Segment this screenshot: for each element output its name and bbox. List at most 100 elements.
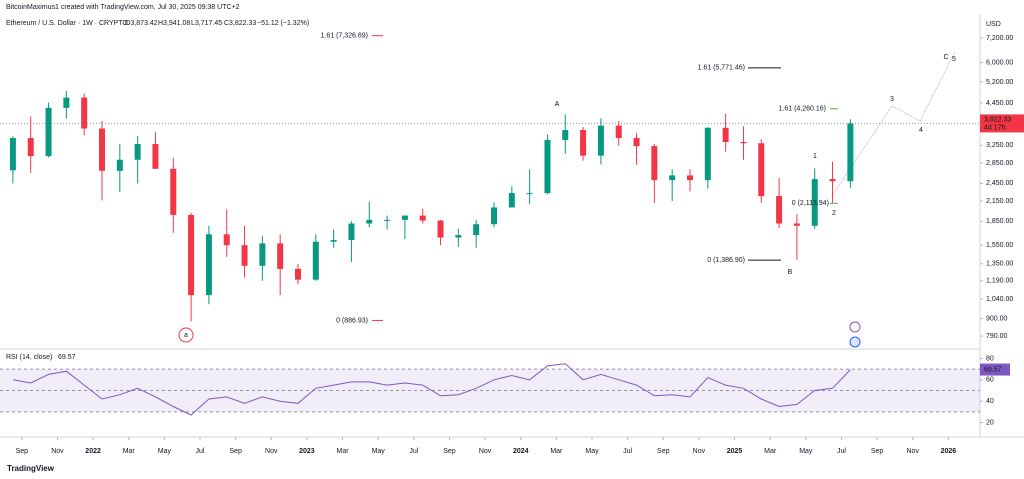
candle-body [615,125,622,139]
candle-body [170,168,177,215]
candle-body [81,97,88,129]
candle-body [758,143,765,197]
x-tick-label: Nov [479,448,492,455]
candle-body [687,175,693,181]
y-tick-label: 5,200.00 [986,79,1013,86]
candle-body [847,123,854,182]
x-tick-label: Jul [196,448,205,455]
candle-body [384,219,391,221]
candle-body [829,179,836,182]
rsi-tag-label: 69.57 [984,366,1002,373]
x-tick-label: Jul [409,448,418,455]
wave-label: C [943,54,948,61]
rsi-title: RSI (14, close) [6,354,52,361]
candle-body [633,138,640,147]
unit: USD [986,21,1001,28]
y-tick-label: 1,550.00 [986,242,1013,249]
x-tick-label: Sep [871,448,884,455]
y-tick-label: 1,350.00 [986,261,1013,268]
x-tick-label: Jul [837,448,846,455]
x-tick-label: Jul [623,448,632,455]
wave-label: 3 [890,96,894,103]
candle-body [491,207,497,225]
candle-body [241,245,248,266]
y-tick-label: 60 [986,377,994,384]
chart-title: Ethereum / U.S. Dollar · 1W · CRYPTO [6,20,128,27]
candle-body [366,219,373,224]
price-tag-label: 3,822.33 [984,116,1011,123]
x-tick-label: 2023 [299,448,315,455]
candle-body [45,107,52,157]
header: BitcoinMaximus1 created with TradingView… [6,4,240,11]
y-tick-label: 1,850.00 [986,218,1013,225]
wave-label: 1 [813,153,817,160]
candle-body [295,268,301,280]
y-tick-label: 7,200.00 [986,35,1013,42]
candle-body [134,144,141,160]
candle-body [27,138,34,157]
x-tick-label: Mar [764,448,777,455]
x-tick-label: 2024 [513,448,529,455]
candle-body [401,215,408,220]
wave-label: a [184,332,188,339]
x-tick-label: May [585,448,599,455]
icon [849,321,861,348]
footer-brand: TradingView [7,464,55,473]
x-tick-label: May [799,448,813,455]
candle-body [348,223,355,241]
x-tick-label: 2025 [727,448,743,455]
candle-body [597,125,604,156]
x-tick-label: Nov [907,448,920,455]
fib-label: 0 (886.93) [336,317,368,324]
y-tick-label: 1,040.00 [986,296,1013,303]
candle-body [704,127,711,181]
price-tag [980,114,1024,133]
x-tick-label: 2026 [941,448,957,455]
x-tick-label: Sep [657,448,670,455]
candle-body [508,193,515,208]
candle-body [223,234,230,246]
y-tick-label: 3,250.00 [986,142,1013,149]
x-tick-label: Nov [693,448,706,455]
y-tick-label: 2,450.00 [986,180,1013,187]
wave-label: 4 [919,127,923,134]
projection [831,51,956,197]
candle-body [526,193,533,195]
y-tick-label: 40 [986,398,994,405]
y-tick-label: 900.00 [986,315,1008,322]
wave-circle [178,327,194,343]
y-tick-label: 1,190.00 [986,278,1013,285]
ohlc-label: C3,822.33 [224,20,256,27]
y-tick-label: 20 [986,419,994,426]
rsi-tag [980,363,1010,376]
candle-body [188,214,195,296]
candle-body [312,241,319,280]
candle-body [473,224,480,236]
candle-body [776,196,783,224]
candle-body [9,138,16,171]
x-tick-label: May [158,448,172,455]
candle-body [259,243,266,266]
candle-body [580,130,587,156]
candle-body [419,215,426,221]
candle-body [669,175,676,181]
candle-body [651,146,658,181]
fib-label: 1.61 (7,326.69) [321,33,368,40]
candle-body [722,127,729,143]
x-tick-label: Sep [16,448,29,455]
countdown: 4d 17h [984,124,1006,131]
wave-label: 5 [952,56,956,63]
x-tick-label: 2022 [85,448,101,455]
fib-label: 0 (2,113.94) [792,200,829,207]
candle-body [116,159,123,171]
x-tick-label: Mar [550,448,563,455]
x-tick-label: May [372,448,386,455]
ohlc-label: H3,941.08 [158,20,190,27]
candle-body [793,223,800,226]
candle-body [544,140,551,194]
candle-body [811,179,818,226]
x-tick-label: Mar [123,448,136,455]
ohlc-label: O3,873.42 [125,20,158,27]
fib-label: 1.61 (4,260.16) [779,106,826,113]
